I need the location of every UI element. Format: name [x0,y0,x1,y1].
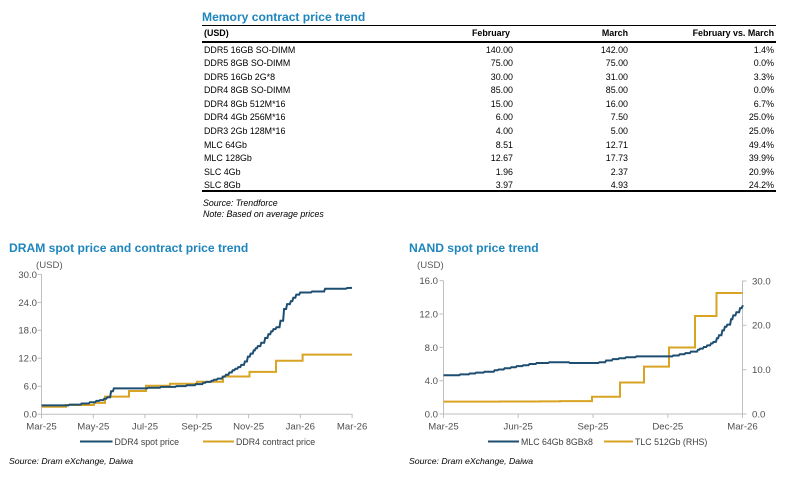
svg-text:Mar-25: Mar-25 [428,421,458,432]
svg-text:May-25: May-25 [77,421,109,432]
svg-text:TLC 512Gb (RHS): TLC 512Gb (RHS) [635,437,707,447]
svg-text:6.0: 6.0 [24,382,37,393]
svg-text:Nov-25: Nov-25 [233,421,264,432]
svg-text:DDR4 contract price: DDR4 contract price [236,437,315,447]
svg-text:30.0: 30.0 [18,270,37,281]
svg-text:Mar-26: Mar-26 [727,421,757,432]
svg-text:MLC 64Gb 8GBx8: MLC 64Gb 8GBx8 [521,437,593,447]
svg-text:16.0: 16.0 [419,276,438,287]
svg-text:24.0: 24.0 [18,298,37,309]
svg-text:12.0: 12.0 [18,354,37,365]
svg-text:0.0: 0.0 [752,409,765,420]
svg-text:20.0: 20.0 [752,321,771,332]
svg-text:12.0: 12.0 [419,309,438,320]
svg-text:Mar-26: Mar-26 [337,421,367,432]
svg-text:Sep-25: Sep-25 [578,421,609,432]
svg-text:Jan-26: Jan-26 [286,421,315,432]
svg-text:Sep-25: Sep-25 [181,421,212,432]
svg-text:Mar-25: Mar-25 [26,421,56,432]
svg-text:Dec-25: Dec-25 [652,421,683,432]
svg-text:0.0: 0.0 [24,410,37,421]
svg-text:30.0: 30.0 [752,276,771,287]
svg-text:4.0: 4.0 [425,376,438,387]
svg-text:8.0: 8.0 [425,343,438,354]
svg-text:Jul-25: Jul-25 [132,421,158,432]
svg-text:18.0: 18.0 [18,326,37,337]
svg-text:10.0: 10.0 [752,365,771,376]
svg-text:0.0: 0.0 [425,409,438,420]
svg-text:DDR4 spot price: DDR4 spot price [115,437,180,447]
svg-text:Jun-25: Jun-25 [504,421,533,432]
